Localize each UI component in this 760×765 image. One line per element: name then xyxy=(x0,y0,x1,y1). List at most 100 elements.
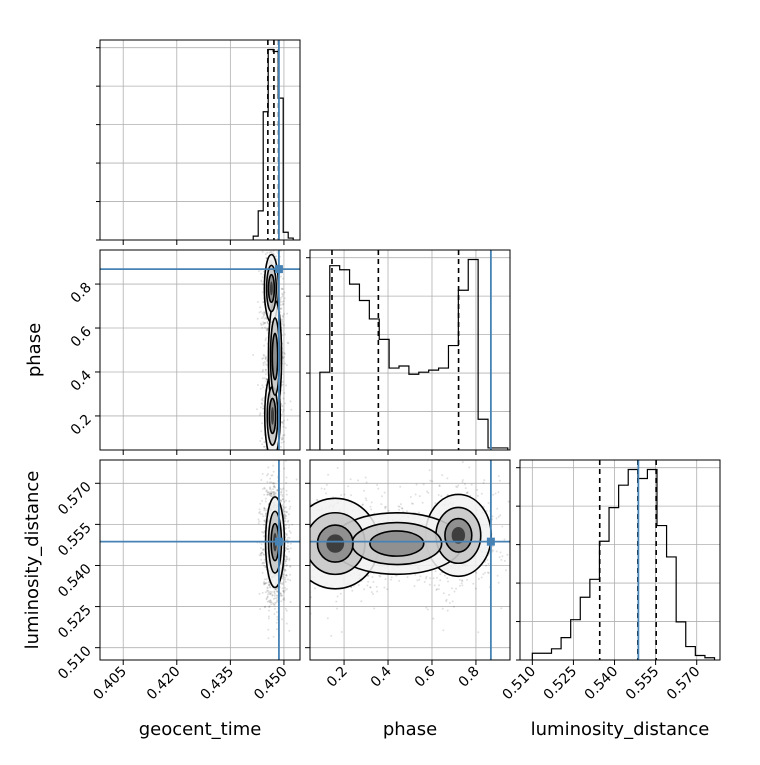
sample-point xyxy=(265,317,267,320)
sample-point xyxy=(266,329,268,332)
sample-point xyxy=(284,580,287,583)
sample-point xyxy=(261,397,264,400)
xtick-label-luminosity_distance: 0.555 xyxy=(623,664,663,704)
sample-point xyxy=(425,577,427,580)
sample-point xyxy=(261,384,264,387)
sample-point xyxy=(263,361,266,364)
sample-point xyxy=(279,297,282,299)
sample-point xyxy=(271,474,274,477)
sample-point xyxy=(275,611,278,614)
sample-point xyxy=(435,589,438,591)
sample-point xyxy=(262,353,265,356)
sample-point xyxy=(259,306,262,309)
sample-point xyxy=(261,250,264,253)
sample-point xyxy=(305,543,307,545)
sample-point xyxy=(498,479,501,482)
sample-point xyxy=(339,592,342,595)
sample-point xyxy=(281,293,284,296)
sample-point xyxy=(286,556,289,559)
sample-point xyxy=(434,570,437,573)
sample-point xyxy=(303,476,305,478)
sample-point xyxy=(276,600,279,603)
sample-point xyxy=(265,582,268,584)
sample-point xyxy=(272,242,274,244)
sample-point xyxy=(446,577,449,580)
sample-point xyxy=(279,298,282,301)
sample-point xyxy=(447,580,449,583)
sample-point xyxy=(284,556,287,558)
sample-point xyxy=(270,492,273,495)
sample-point xyxy=(456,486,459,489)
sample-point xyxy=(260,402,263,405)
sample-point xyxy=(291,594,293,596)
sample-point xyxy=(264,321,266,324)
sample-point xyxy=(272,491,275,493)
sample-point xyxy=(289,576,291,578)
sample-point xyxy=(282,487,285,490)
sample-point xyxy=(439,579,442,582)
sample-point xyxy=(306,534,308,536)
sample-point xyxy=(268,492,271,495)
sample-point xyxy=(281,618,283,621)
sample-point xyxy=(270,453,272,455)
sample-point xyxy=(261,317,263,320)
ytick-label-luminosity_distance: 0.555 xyxy=(55,520,95,560)
sample-point xyxy=(267,593,270,596)
sample-point xyxy=(427,491,430,494)
sample-point xyxy=(262,315,265,318)
sample-point xyxy=(498,556,501,559)
sample-point xyxy=(266,251,269,254)
sample-point xyxy=(410,502,413,505)
sample-point xyxy=(293,567,295,569)
sample-point xyxy=(283,467,286,470)
density-contour-level-3 xyxy=(269,281,273,296)
sample-point xyxy=(275,452,277,454)
sample-point xyxy=(267,245,269,247)
sample-point xyxy=(281,583,284,586)
sample-point xyxy=(263,312,266,315)
sample-point xyxy=(269,592,272,595)
sample-point xyxy=(395,574,398,577)
sample-point xyxy=(286,538,288,541)
sample-point xyxy=(269,488,272,491)
sample-point xyxy=(286,564,288,567)
sample-point xyxy=(256,384,259,386)
sample-point xyxy=(284,562,287,565)
sample-point xyxy=(259,406,262,409)
sample-point xyxy=(453,605,455,608)
sample-point xyxy=(266,595,269,598)
sample-point xyxy=(270,493,273,495)
sample-point xyxy=(287,519,290,522)
sample-point xyxy=(263,523,265,526)
sample-point xyxy=(289,542,292,545)
sample-point xyxy=(281,495,284,498)
sample-point xyxy=(297,531,299,533)
sample-point xyxy=(365,499,368,502)
xtick-label-phase: 0.8 xyxy=(456,664,483,691)
sample-point xyxy=(263,354,266,357)
sample-point xyxy=(438,484,441,487)
sample-point xyxy=(285,493,288,496)
panel-frame xyxy=(99,459,301,661)
sample-point xyxy=(284,589,287,592)
sample-point xyxy=(307,512,309,514)
sample-point xyxy=(306,590,308,592)
sample-point xyxy=(281,405,284,408)
sample-point xyxy=(335,600,338,603)
sample-point xyxy=(264,373,267,376)
sample-point xyxy=(266,589,269,592)
sample-point xyxy=(270,601,273,604)
sample-point xyxy=(501,555,504,558)
xtick-label-geocent_time: 0.405 xyxy=(90,664,130,704)
sample-point xyxy=(287,342,290,345)
sample-point xyxy=(258,508,261,511)
sample-point xyxy=(304,527,306,529)
sample-point xyxy=(275,471,277,473)
sample-point xyxy=(384,578,387,581)
sample-point xyxy=(307,570,309,572)
sample-point xyxy=(269,477,272,480)
sample-point xyxy=(281,421,284,423)
xtick-label-luminosity_distance: 0.525 xyxy=(541,664,581,704)
sample-point xyxy=(349,478,352,481)
sample-point xyxy=(307,561,309,563)
